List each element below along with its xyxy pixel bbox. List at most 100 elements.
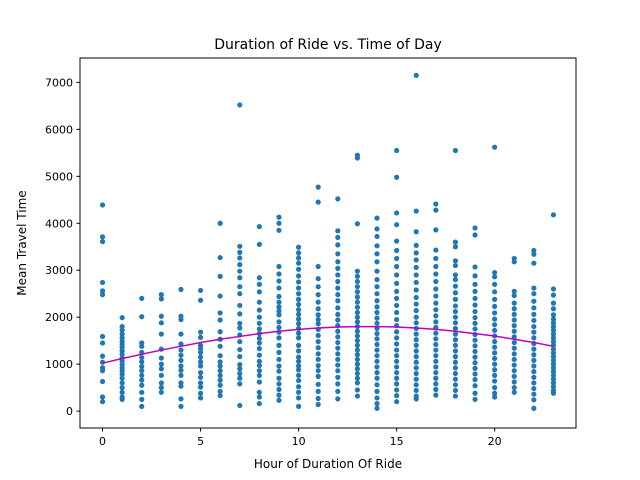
scatter-point xyxy=(335,234,341,240)
scatter-point xyxy=(237,102,243,108)
scatter-point xyxy=(394,369,400,376)
scatter-point xyxy=(178,372,184,379)
scatter-point xyxy=(335,272,341,278)
scatter-point xyxy=(531,291,537,297)
scatter-point xyxy=(433,278,439,285)
scatter-point xyxy=(394,375,400,381)
scatter-point xyxy=(550,369,557,375)
scatter-point xyxy=(256,299,262,305)
y-tick-label: 2000 xyxy=(45,311,73,324)
scatter-point xyxy=(374,284,380,290)
scatter-point xyxy=(472,281,478,287)
scatter-point xyxy=(276,363,282,369)
x-tick-label: 0 xyxy=(99,435,106,448)
scatter-point xyxy=(276,319,282,325)
scatter-point xyxy=(335,396,341,402)
scatter-point xyxy=(256,372,262,379)
scatter-point xyxy=(374,315,380,321)
scatter-point xyxy=(550,300,557,306)
scatter-point xyxy=(119,375,125,381)
scatter-point xyxy=(217,273,223,279)
scatter-point xyxy=(217,317,223,323)
scatter-point xyxy=(335,228,341,234)
scatter-point xyxy=(315,368,321,374)
scatter-point xyxy=(276,308,282,314)
scatter-point xyxy=(492,303,498,309)
scatter-point xyxy=(374,215,380,221)
scatter-point xyxy=(256,281,262,287)
scatter-point xyxy=(433,319,439,325)
scatter-point xyxy=(119,371,125,377)
scatter-point xyxy=(197,329,204,335)
scatter-point xyxy=(550,361,557,367)
scatter-point xyxy=(335,298,341,304)
scatter-point xyxy=(433,207,439,213)
scatter-point xyxy=(158,389,164,395)
scatter-point xyxy=(413,359,419,365)
scatter-point xyxy=(99,394,106,400)
scatter-point xyxy=(354,221,361,227)
scatter-point xyxy=(413,272,419,278)
scatter-point xyxy=(139,343,145,349)
scatter-point xyxy=(354,380,361,386)
scatter-point xyxy=(531,335,537,341)
scatter-point xyxy=(237,381,243,387)
scatter-point xyxy=(119,344,125,350)
scatter-point xyxy=(119,385,125,391)
scatter-point xyxy=(433,255,439,262)
scatter-point xyxy=(197,287,204,294)
scatter-point xyxy=(452,239,459,245)
scatter-point xyxy=(374,364,380,370)
scatter-point xyxy=(354,278,361,285)
scatter-point xyxy=(276,324,282,331)
scatter-point xyxy=(256,314,262,320)
scatter-point xyxy=(315,199,321,205)
scatter-point xyxy=(139,382,145,388)
scatter-point xyxy=(472,365,478,371)
scatter-point xyxy=(374,309,380,316)
scatter-point xyxy=(295,279,302,285)
scatter-point xyxy=(256,362,262,369)
scatter-point xyxy=(433,364,439,370)
scatter-point xyxy=(217,393,223,399)
scatter-point xyxy=(315,339,321,345)
scatter-point xyxy=(472,337,478,343)
scatter-point xyxy=(492,274,498,280)
scatter-point xyxy=(354,347,361,353)
scatter-point xyxy=(315,395,321,402)
scatter-point xyxy=(433,347,439,353)
scatter-point xyxy=(256,326,262,332)
scatter-point xyxy=(276,397,282,403)
scatter-point xyxy=(197,363,204,369)
scatter-point xyxy=(276,349,282,355)
scatter-point xyxy=(550,390,557,396)
scatter-point xyxy=(256,223,262,230)
scatter-point xyxy=(452,359,459,365)
scatter-point xyxy=(295,291,302,297)
scatter-point xyxy=(394,341,400,347)
scatter-point xyxy=(394,147,400,154)
scatter-point xyxy=(413,279,419,286)
scatter-point xyxy=(511,368,517,374)
scatter-point xyxy=(550,357,557,363)
scatter-point xyxy=(394,302,400,309)
scatter-point xyxy=(197,395,204,401)
scatter-point xyxy=(354,356,361,363)
scatter-point xyxy=(413,376,419,382)
scatter-point xyxy=(452,283,459,289)
scatter-point xyxy=(433,247,439,253)
scatter-point xyxy=(139,354,145,361)
scatter-point xyxy=(531,374,537,380)
scatter-point xyxy=(335,368,341,374)
scatter-point xyxy=(354,294,361,300)
scatter-point xyxy=(119,327,125,333)
scatter-point xyxy=(413,354,419,360)
scatter-point xyxy=(276,342,282,348)
scatter-point xyxy=(394,272,400,278)
scatter-point xyxy=(237,354,243,360)
scatter-point xyxy=(374,405,380,411)
scatter-point xyxy=(511,300,517,306)
scatter-point xyxy=(237,291,243,297)
scatter-point xyxy=(295,372,302,379)
